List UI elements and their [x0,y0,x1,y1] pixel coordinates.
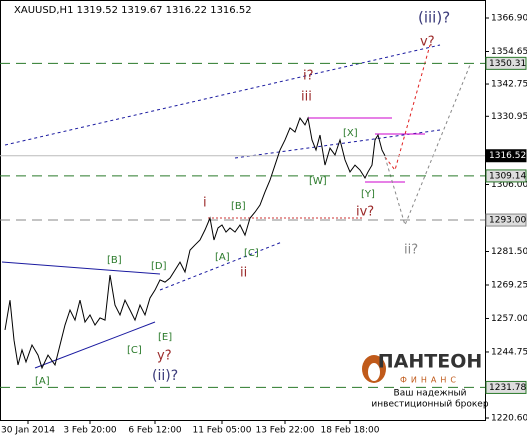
projection [384,44,431,172]
level-label: 1231.78 [489,383,526,393]
level-label: 1293.00 [489,216,526,226]
wave-label: iv? [356,205,374,220]
wave-label: i [203,196,207,211]
wave-label: [X] [343,128,358,139]
wave-label: [A] [35,376,50,387]
drawings [1,44,471,369]
level-box [485,56,527,70]
channel-line [4,44,441,146]
x-tick-label: 11 Feb 05:00 [192,426,251,436]
wave-label: [W] [309,176,327,187]
y-tick-label: 1269.25 [491,280,527,290]
wave-label: [B] [107,255,122,266]
x-tick-label: 3 Feb 20:00 [63,426,117,436]
x-tick-label: 30 Jan 2014 [1,426,55,436]
wave-label: ii [240,266,247,281]
wave-label: i? [303,69,314,84]
channel-line [159,241,283,291]
logo-sub: ФИНАНС [400,376,460,385]
chart-title: XAUUSD,H1 1319.52 1319.67 1316.22 1316.5… [14,5,252,16]
price-line [4,116,386,370]
logo: ПАНТЕОН ФИНАНС Ваш надежный инвестиционн… [362,351,489,410]
level-box [485,380,527,394]
y-tick-label: 1366.90 [491,14,527,24]
channel-line [234,129,441,159]
x-tick-label: 18 Feb 18:00 [320,426,379,436]
level-box [485,169,527,183]
y-tick-label: 1354.65 [491,47,527,57]
wave-label: [A] [215,252,230,263]
wave-label: v? [420,35,435,50]
y-tick-label: 1257.00 [491,314,527,324]
wave-label: (ii)? [152,368,178,384]
projection [384,64,471,227]
y-tick-label: 1330.95 [491,112,527,122]
wave-label: [E] [158,332,172,343]
wave-label: [B] [231,201,246,212]
wave-label: (iii)? [418,9,450,27]
y-tick-label: 1342.75 [491,80,527,90]
y-tick-label: 1220.60 [491,414,527,424]
triangle-line [34,321,156,369]
logo-icon [368,363,380,381]
wave-label: [D] [151,261,167,272]
triangle-line [1,261,161,275]
wave-label: iii [301,90,312,105]
y-tick-label: 1244.75 [491,347,527,357]
level-label: 1309.14 [489,171,526,181]
level-label: 1350.31 [489,59,526,69]
x-tick-label: 13 Feb 22:00 [255,426,314,436]
wave-label: [Y] [361,189,375,200]
logo-tagline: Ваш надежный [394,389,467,399]
logo-name: ПАНТЕОН [378,351,483,373]
level-box [485,213,527,227]
y-tick-label: 1281.50 [491,247,527,257]
level-label: 1316.52 [489,151,526,161]
level-box [485,149,527,163]
wave-label: y? [157,349,172,364]
logo-tagline: инвестиционный брокер [371,400,488,410]
y-tick-label: 1306.00 [491,180,527,190]
wave-label: [C] [244,248,259,259]
x-tick-label: 6 Feb 12:00 [128,426,182,436]
wave-label: [C] [127,345,142,356]
wave-label: ii? [404,243,418,258]
